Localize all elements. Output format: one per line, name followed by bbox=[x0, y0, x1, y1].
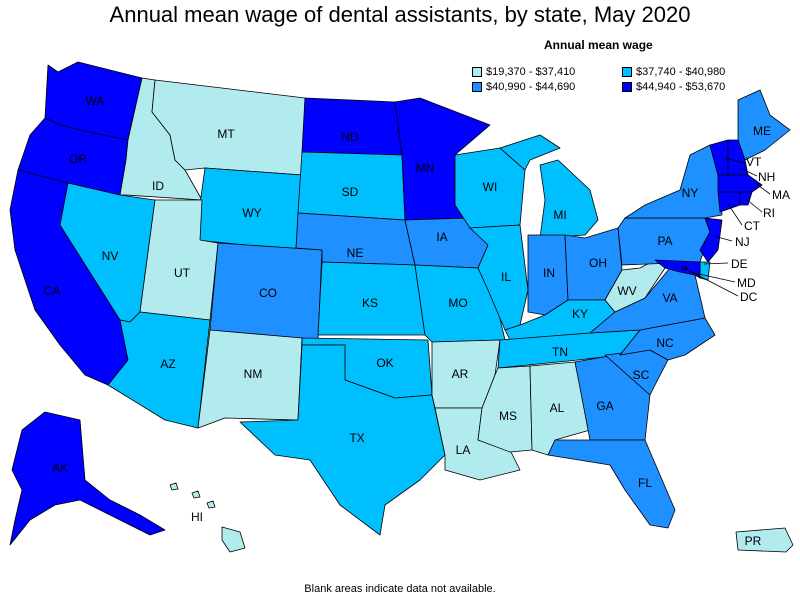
state-label-KY: KY bbox=[572, 307, 588, 321]
legend-label: $40,990 - $44,690 bbox=[486, 81, 576, 93]
state-label-MO: MO bbox=[448, 296, 467, 310]
map-title: Annual mean wage of dental assistants, b… bbox=[109, 2, 691, 27]
state-CT[interactable] bbox=[717, 191, 741, 213]
state-label-NH: NH bbox=[758, 170, 775, 184]
legend-title: Annual mean wage bbox=[544, 38, 653, 52]
state-label-SC: SC bbox=[633, 368, 650, 382]
state-label-NE: NE bbox=[347, 246, 364, 260]
state-label-VT: VT bbox=[746, 155, 762, 169]
state-MI[interactable] bbox=[499, 134, 599, 239]
state-label-IN: IN bbox=[543, 266, 555, 280]
state-label-NJ: NJ bbox=[735, 235, 750, 249]
state-label-HI: HI bbox=[191, 510, 203, 524]
state-label-MA: MA bbox=[772, 188, 790, 202]
state-label-TX: TX bbox=[349, 431, 364, 445]
state-label-WV: WV bbox=[617, 284, 636, 298]
state-label-OK: OK bbox=[376, 356, 393, 370]
leader-line-nj bbox=[713, 235, 733, 242]
legend-item-bin-1: $37,740 - $40,980 bbox=[622, 66, 725, 78]
state-HI[interactable] bbox=[169, 482, 246, 553]
state-MA[interactable] bbox=[717, 174, 763, 193]
legend-label: $19,370 - $37,410 bbox=[486, 66, 576, 78]
state-label-WA: WA bbox=[86, 94, 105, 108]
state-label-CT: CT bbox=[744, 219, 761, 233]
state-label-PR: PR bbox=[745, 534, 762, 548]
state-label-MI: MI bbox=[553, 208, 566, 222]
leader-line-vt bbox=[723, 157, 746, 164]
state-label-WY: WY bbox=[242, 206, 261, 220]
footnote: Blank areas indicate data not available. bbox=[304, 583, 496, 595]
state-label-KS: KS bbox=[362, 296, 378, 310]
legend-label: $44,940 - $53,670 bbox=[636, 81, 726, 93]
state-label-DE: DE bbox=[731, 257, 748, 271]
state-FL[interactable] bbox=[547, 439, 676, 529]
state-label-TN: TN bbox=[552, 345, 568, 359]
legend-swatch bbox=[622, 82, 632, 92]
state-label-NM: NM bbox=[244, 367, 263, 381]
state-label-MT: MT bbox=[217, 127, 235, 141]
state-PR[interactable] bbox=[735, 527, 794, 553]
state-label-SD: SD bbox=[342, 185, 359, 199]
state-VA[interactable] bbox=[589, 267, 706, 334]
leader-line-ma bbox=[754, 182, 771, 195]
state-label-AR: AR bbox=[452, 367, 469, 381]
state-label-CO: CO bbox=[259, 286, 277, 300]
state-label-OR: OR bbox=[69, 152, 87, 166]
legend-item-bin-3: $44,940 - $53,670 bbox=[622, 81, 725, 93]
state-label-CA: CA bbox=[44, 284, 61, 298]
state-label-WI: WI bbox=[483, 180, 498, 194]
state-label-MN: MN bbox=[416, 161, 435, 175]
state-label-MS: MS bbox=[499, 409, 517, 423]
state-label-PA: PA bbox=[657, 234, 672, 248]
state-label-UT: UT bbox=[174, 266, 191, 280]
legend-swatch bbox=[472, 67, 482, 77]
state-label-IA: IA bbox=[436, 230, 447, 244]
leader-line-ri bbox=[745, 198, 763, 213]
state-NY[interactable] bbox=[624, 144, 723, 219]
state-label-AK: AK bbox=[52, 461, 68, 475]
state-label-RI: RI bbox=[763, 206, 775, 220]
state-AZ[interactable] bbox=[107, 311, 211, 429]
state-label-FL: FL bbox=[638, 476, 652, 490]
leader-line-de bbox=[703, 262, 729, 265]
state-label-GA: GA bbox=[596, 399, 613, 413]
state-AK[interactable] bbox=[9, 411, 166, 546]
state-label-ME: ME bbox=[753, 124, 771, 138]
state-ND[interactable] bbox=[301, 97, 403, 156]
legend-swatch bbox=[622, 67, 632, 77]
state-label-NY: NY bbox=[682, 186, 699, 200]
state-label-OH: OH bbox=[589, 256, 607, 270]
state-label-ID: ID bbox=[152, 179, 164, 193]
leader-line-nh bbox=[739, 167, 758, 177]
legend-item-bin-0: $19,370 - $37,410 bbox=[472, 66, 575, 78]
state-NH[interactable] bbox=[727, 139, 749, 176]
state-RI[interactable] bbox=[739, 191, 753, 206]
state-MD[interactable] bbox=[654, 259, 701, 279]
leader-line-dc bbox=[683, 267, 739, 297]
state-label-ND: ND bbox=[341, 130, 359, 144]
state-TX[interactable] bbox=[239, 344, 446, 536]
legend-label: $37,740 - $40,980 bbox=[636, 66, 726, 78]
legend-swatch bbox=[472, 82, 482, 92]
leader-line-md bbox=[689, 271, 736, 283]
state-label-AL: AL bbox=[550, 401, 565, 415]
state-NM[interactable] bbox=[197, 329, 303, 429]
legend-item-bin-2: $40,990 - $44,690 bbox=[472, 81, 575, 93]
state-label-MD: MD bbox=[737, 276, 756, 290]
state-label-VA: VA bbox=[662, 291, 677, 305]
state-label-DC: DC bbox=[740, 290, 758, 304]
leader-line-ct bbox=[727, 203, 743, 226]
state-label-NV: NV bbox=[102, 249, 119, 263]
state-label-LA: LA bbox=[456, 443, 471, 457]
state-label-NC: NC bbox=[656, 336, 674, 350]
state-label-IL: IL bbox=[501, 270, 511, 284]
state-label-AZ: AZ bbox=[160, 357, 175, 371]
